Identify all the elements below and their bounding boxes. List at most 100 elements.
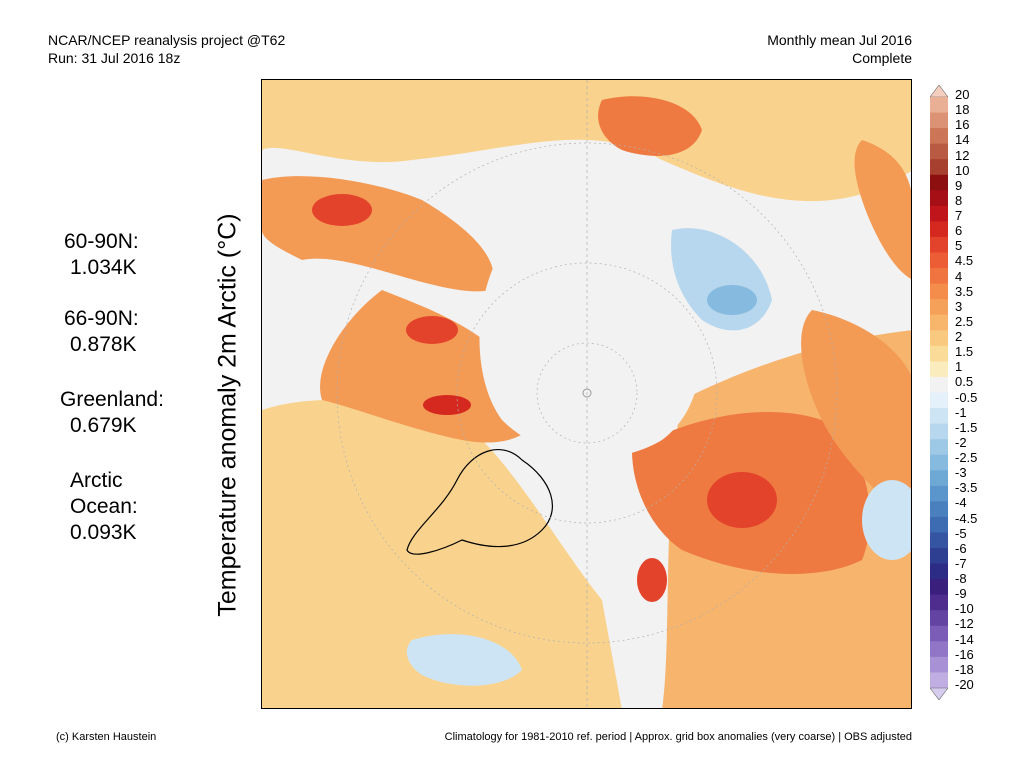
colorbar-tick-label: 12 (955, 147, 970, 163)
colorbar-tick-label: -2.5 (955, 450, 978, 466)
colorbar-tick-label: 0.5 (955, 374, 974, 390)
hotspot-scandinavia (637, 558, 667, 602)
colorbar-tick-label: -1.5 (955, 419, 978, 435)
methodology-note: Climatology for 1981-2010 ref. period | … (444, 731, 912, 743)
colorbar-swatches (929, 84, 949, 701)
colorbar-swatch (930, 501, 948, 518)
colorbar-swatch (930, 205, 948, 222)
colorbar-tick-label: -16 (955, 646, 974, 662)
colorbar-swatch (930, 112, 948, 129)
colorbar-tick-label: 16 (955, 117, 970, 133)
hotspot-ellesmere (423, 395, 471, 415)
graticule-circle-mid (456, 262, 718, 524)
hotspot-baffin (406, 316, 458, 344)
colorbar-tick-label: -6 (955, 540, 967, 556)
anomaly-field-band-1 (262, 80, 911, 201)
colorbar-tick-label: 8 (955, 192, 963, 208)
colorbar-swatch (930, 376, 948, 393)
colorbar-swatch (930, 625, 948, 642)
colorbar-tick-label: 7 (955, 208, 963, 224)
colorbar-tick-label: -4 (955, 495, 967, 511)
anomaly-field-warm-5 (598, 96, 702, 156)
stat-value: 0.093K (70, 521, 137, 544)
colorbar-tick-label: 1 (955, 359, 963, 375)
cold-anomaly-siberia (862, 480, 911, 560)
colorbar-tick-label: -9 (955, 586, 967, 602)
anomaly-field-warm-6 (854, 140, 911, 279)
colorbar-swatch (930, 610, 948, 627)
stat-value: 1.034K (70, 256, 137, 279)
colorbar-tick-label: 6 (955, 223, 963, 239)
colorbar-swatch (930, 314, 948, 331)
colorbar-tick-label: -7 (955, 555, 967, 571)
cold-anomaly-atlantic (406, 634, 522, 686)
colorbar-swatch (930, 454, 948, 471)
colorbar-swatch (930, 548, 948, 565)
arctic-ocean-neutral (479, 242, 700, 458)
colorbar-tick-label: -0.5 (955, 389, 978, 405)
colorbar-tick-label: 3.5 (955, 283, 974, 299)
colorbar-swatch (930, 128, 948, 145)
colorbar-swatch (930, 594, 948, 611)
copyright: (c) Karsten Haustein (56, 731, 157, 743)
anomaly-map (261, 79, 912, 709)
colorbar-swatch-top (929, 84, 949, 98)
colorbar-swatch (930, 516, 948, 533)
colorbar-swatch (930, 283, 948, 300)
colorbar-swatch (930, 252, 948, 269)
stat-value: 0.878K (70, 333, 137, 356)
stat-66-90n: 66-90N: 0.878K (64, 306, 139, 358)
map-canvas (262, 80, 911, 708)
colorbar-swatch (930, 97, 948, 114)
colorbar-tick-label: -18 (955, 661, 974, 677)
colorbar-tick-label: -20 (955, 677, 974, 692)
colorbar-swatch (930, 236, 948, 254)
status-text: Complete (852, 50, 912, 66)
stat-label: Greenland: (60, 388, 164, 411)
stat-greenland: Greenland: 0.679K (60, 387, 164, 439)
colorbar-tick-label: 4.5 (955, 253, 974, 269)
colorbar-swatch (930, 268, 948, 285)
header-right: Monthly mean Jul 2016 Complete (767, 31, 912, 67)
colorbar-tick-label: 20 (955, 87, 970, 102)
colorbar-tick-label: -3.5 (955, 480, 978, 496)
colorbar-tick-label: 9 (955, 177, 963, 193)
stat-60-90n: 60-90N: 1.034K (64, 229, 139, 281)
colorbar-tick-label: 4 (955, 268, 963, 284)
colorbar (929, 84, 949, 701)
colorbar-tick-label: -3 (955, 465, 967, 481)
colorbar-swatch (930, 408, 948, 425)
stat-value: 0.679K (70, 414, 137, 437)
colorbar-swatch (930, 159, 948, 176)
colorbar-swatch (930, 563, 948, 580)
colorbar-swatch (930, 174, 948, 191)
colorbar-tick-label: 1.5 (955, 344, 974, 360)
hotspot-north-canada (312, 194, 372, 226)
north-pole-marker (582, 388, 592, 398)
colorbar-tick-label: 2.5 (955, 313, 974, 329)
colorbar-tick-label: -5 (955, 525, 967, 541)
colorbar-tick-label: 14 (955, 132, 970, 148)
anomaly-field-warm-2 (320, 290, 538, 443)
stat-label: Arctic (70, 469, 123, 492)
hotspot-kara-sea (707, 472, 777, 528)
colorbar-tick-label: -10 (955, 601, 974, 617)
cold-core-east-siberian (707, 285, 757, 315)
colorbar-swatch (930, 143, 948, 160)
vertical-axis-label: Temperature anomaly 2m Arctic (°C) (213, 213, 242, 617)
colorbar-swatch (930, 330, 948, 347)
stat-arctic-ocean: Arctic Ocean: 0.093K (70, 468, 138, 546)
stat-label: 60-90N: (64, 230, 139, 253)
colorbar-tick-label: -14 (955, 631, 974, 647)
colorbar-tick-label: 3 (955, 298, 963, 314)
colorbar-tick-label: 5 (955, 238, 963, 254)
colorbar-tick-label: -2 (955, 434, 967, 450)
colorbar-tick-label: 18 (955, 102, 970, 118)
colorbar-swatch (930, 470, 948, 487)
colorbar-tick-label: 10 (955, 162, 970, 178)
colorbar-swatch (930, 656, 948, 673)
run-date: Run: 31 Jul 2016 18z (48, 50, 181, 66)
colorbar-swatch (930, 579, 948, 596)
colorbar-swatch (930, 345, 948, 362)
colorbar-swatch (930, 485, 948, 502)
